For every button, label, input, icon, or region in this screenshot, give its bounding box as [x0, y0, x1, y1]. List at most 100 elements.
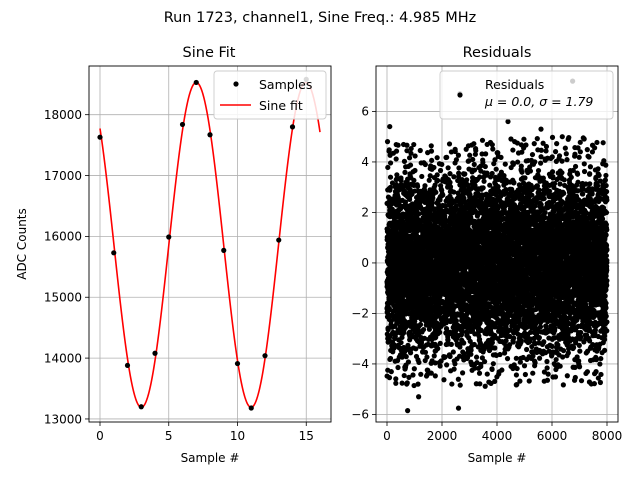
residual-point — [518, 163, 524, 169]
residual-point — [408, 150, 414, 156]
residual-point — [387, 355, 394, 362]
residual-point — [515, 159, 521, 165]
residual-point — [448, 149, 454, 155]
residual-point — [518, 337, 524, 344]
residual-point — [464, 177, 470, 183]
residual-point — [428, 148, 435, 154]
residual-point — [442, 354, 448, 360]
residual-point — [389, 180, 396, 186]
residual-point — [386, 305, 392, 312]
figure-suptitle: Run 1723, channel1, Sine Freq.: 4.985 MH… — [164, 10, 477, 26]
residual-point — [387, 160, 394, 166]
residual-point — [427, 173, 433, 179]
sample-point — [234, 360, 241, 367]
residual-point — [513, 355, 519, 361]
residual-point — [437, 340, 443, 346]
residual-point — [429, 157, 435, 164]
residual-point — [402, 199, 409, 205]
residuals-plot-area — [384, 78, 610, 414]
residual-point — [394, 176, 400, 182]
residual-point — [465, 354, 471, 360]
residual-point — [426, 326, 432, 332]
residual-point — [422, 183, 428, 189]
residual-point — [432, 373, 438, 379]
residual-point — [433, 189, 439, 195]
residual-point — [410, 372, 416, 378]
residual-point — [411, 141, 417, 148]
residual-point — [421, 335, 428, 341]
residual-point — [437, 329, 443, 335]
residual-point — [447, 184, 454, 190]
residual-point — [517, 378, 523, 384]
residual-point — [393, 380, 399, 386]
sine-fit-line — [99, 81, 321, 409]
residual-point — [387, 174, 394, 180]
sample-point — [207, 132, 213, 138]
residual-point — [404, 148, 410, 154]
residual-point — [455, 376, 461, 382]
residual-point — [385, 327, 391, 333]
residual-point — [451, 174, 457, 180]
residual-point — [426, 177, 432, 183]
residual-point — [460, 370, 466, 376]
residual-point — [490, 361, 496, 367]
residual-point — [455, 177, 461, 184]
x-tick-label: 5 — [165, 429, 173, 443]
residual-point — [447, 171, 453, 177]
residual-point — [479, 137, 486, 143]
residual-point — [428, 370, 434, 376]
residual-point — [386, 147, 392, 153]
residual-point — [484, 170, 490, 176]
residual-point — [438, 358, 444, 364]
residual-point — [393, 148, 400, 154]
residual-point — [405, 359, 412, 365]
residual-point — [481, 178, 487, 184]
sample-point — [138, 404, 144, 410]
sample-point — [179, 121, 186, 128]
residual-point — [432, 360, 438, 366]
residual-point — [417, 321, 424, 328]
residual-point — [435, 177, 441, 184]
residual-point — [408, 145, 414, 152]
residual-point — [431, 164, 437, 171]
sine-fit-y-label: ADC Counts — [15, 208, 29, 280]
residual-point — [401, 372, 407, 379]
y-tick-label: 15000 — [44, 291, 82, 305]
residual-point — [483, 151, 489, 157]
y-tick-label: 17000 — [44, 169, 82, 183]
x-tick-label: 15 — [299, 429, 314, 443]
residual-point — [428, 143, 434, 149]
residual-point — [455, 152, 462, 158]
y-tick-label: 16000 — [44, 230, 82, 244]
residual-point — [434, 155, 440, 161]
residual-point — [394, 172, 400, 178]
residual-point — [448, 341, 454, 347]
residual-point — [406, 374, 412, 380]
residual-point — [412, 167, 418, 174]
residual-point — [511, 335, 517, 341]
residual-point — [452, 361, 458, 367]
residual-point — [431, 353, 437, 359]
residual-point — [416, 359, 422, 365]
residual-point — [484, 371, 490, 377]
residual-point — [477, 381, 483, 387]
residual-point — [461, 340, 467, 346]
residual-point — [412, 318, 418, 324]
residual-point — [473, 354, 480, 360]
residual-point — [471, 141, 477, 147]
sine-fit-frame — [88, 65, 332, 423]
sample-point — [193, 79, 199, 86]
residual-point — [411, 382, 417, 389]
residual-point — [419, 173, 425, 180]
residual-point — [411, 366, 417, 372]
residual-point — [399, 380, 405, 386]
residual-point — [519, 169, 525, 175]
residual-point — [386, 375, 393, 381]
residual-point — [393, 376, 399, 382]
residual-point — [414, 183, 421, 189]
residual-point — [492, 378, 498, 384]
residual-point — [388, 369, 394, 375]
residual-point — [385, 164, 391, 171]
residual-point — [412, 153, 418, 159]
residual-point — [473, 147, 479, 154]
